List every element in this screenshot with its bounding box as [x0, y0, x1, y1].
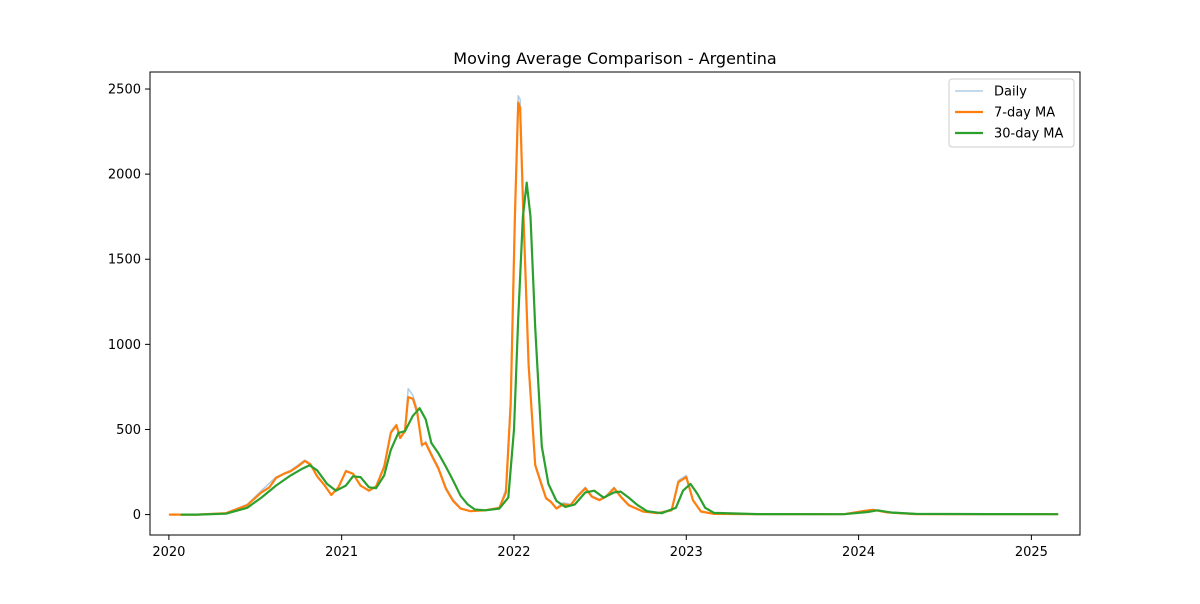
series-layer [168, 95, 1059, 516]
x-tick-label: 2020 [152, 545, 185, 560]
y-axis: 0 500 1000 1500 2000 2500 [108, 83, 150, 523]
y-tick-label: 0 [133, 508, 141, 523]
y-tick-label: 2000 [108, 168, 141, 183]
legend-label-daily: Daily [994, 85, 1027, 100]
y-tick-label: 1000 [108, 338, 141, 353]
y-tick-label: 1500 [108, 253, 141, 268]
legend-label-30-day-ma: 30-day MA [994, 127, 1063, 142]
legend-box [948, 78, 1075, 148]
legend: Daily 7-day MA 30-day MA [948, 78, 1075, 148]
y-tick-label: 500 [116, 423, 141, 438]
y-tick-label: 2500 [108, 83, 141, 98]
x-axis: 2020 2021 2022 2023 2024 2025 [152, 535, 1048, 560]
x-tick-label: 2025 [1015, 545, 1048, 560]
plot-area-frame [149, 71, 1081, 536]
x-tick-label: 2022 [497, 545, 530, 560]
chart-title: Moving Average Comparison - Argentina [453, 49, 776, 68]
x-tick-label: 2024 [842, 545, 875, 560]
legend-label-7-day-ma: 7-day MA [994, 106, 1055, 121]
x-tick-label: 2021 [325, 545, 358, 560]
x-tick-label: 2023 [670, 545, 703, 560]
series-line-30-day-ma [180, 181, 1059, 516]
